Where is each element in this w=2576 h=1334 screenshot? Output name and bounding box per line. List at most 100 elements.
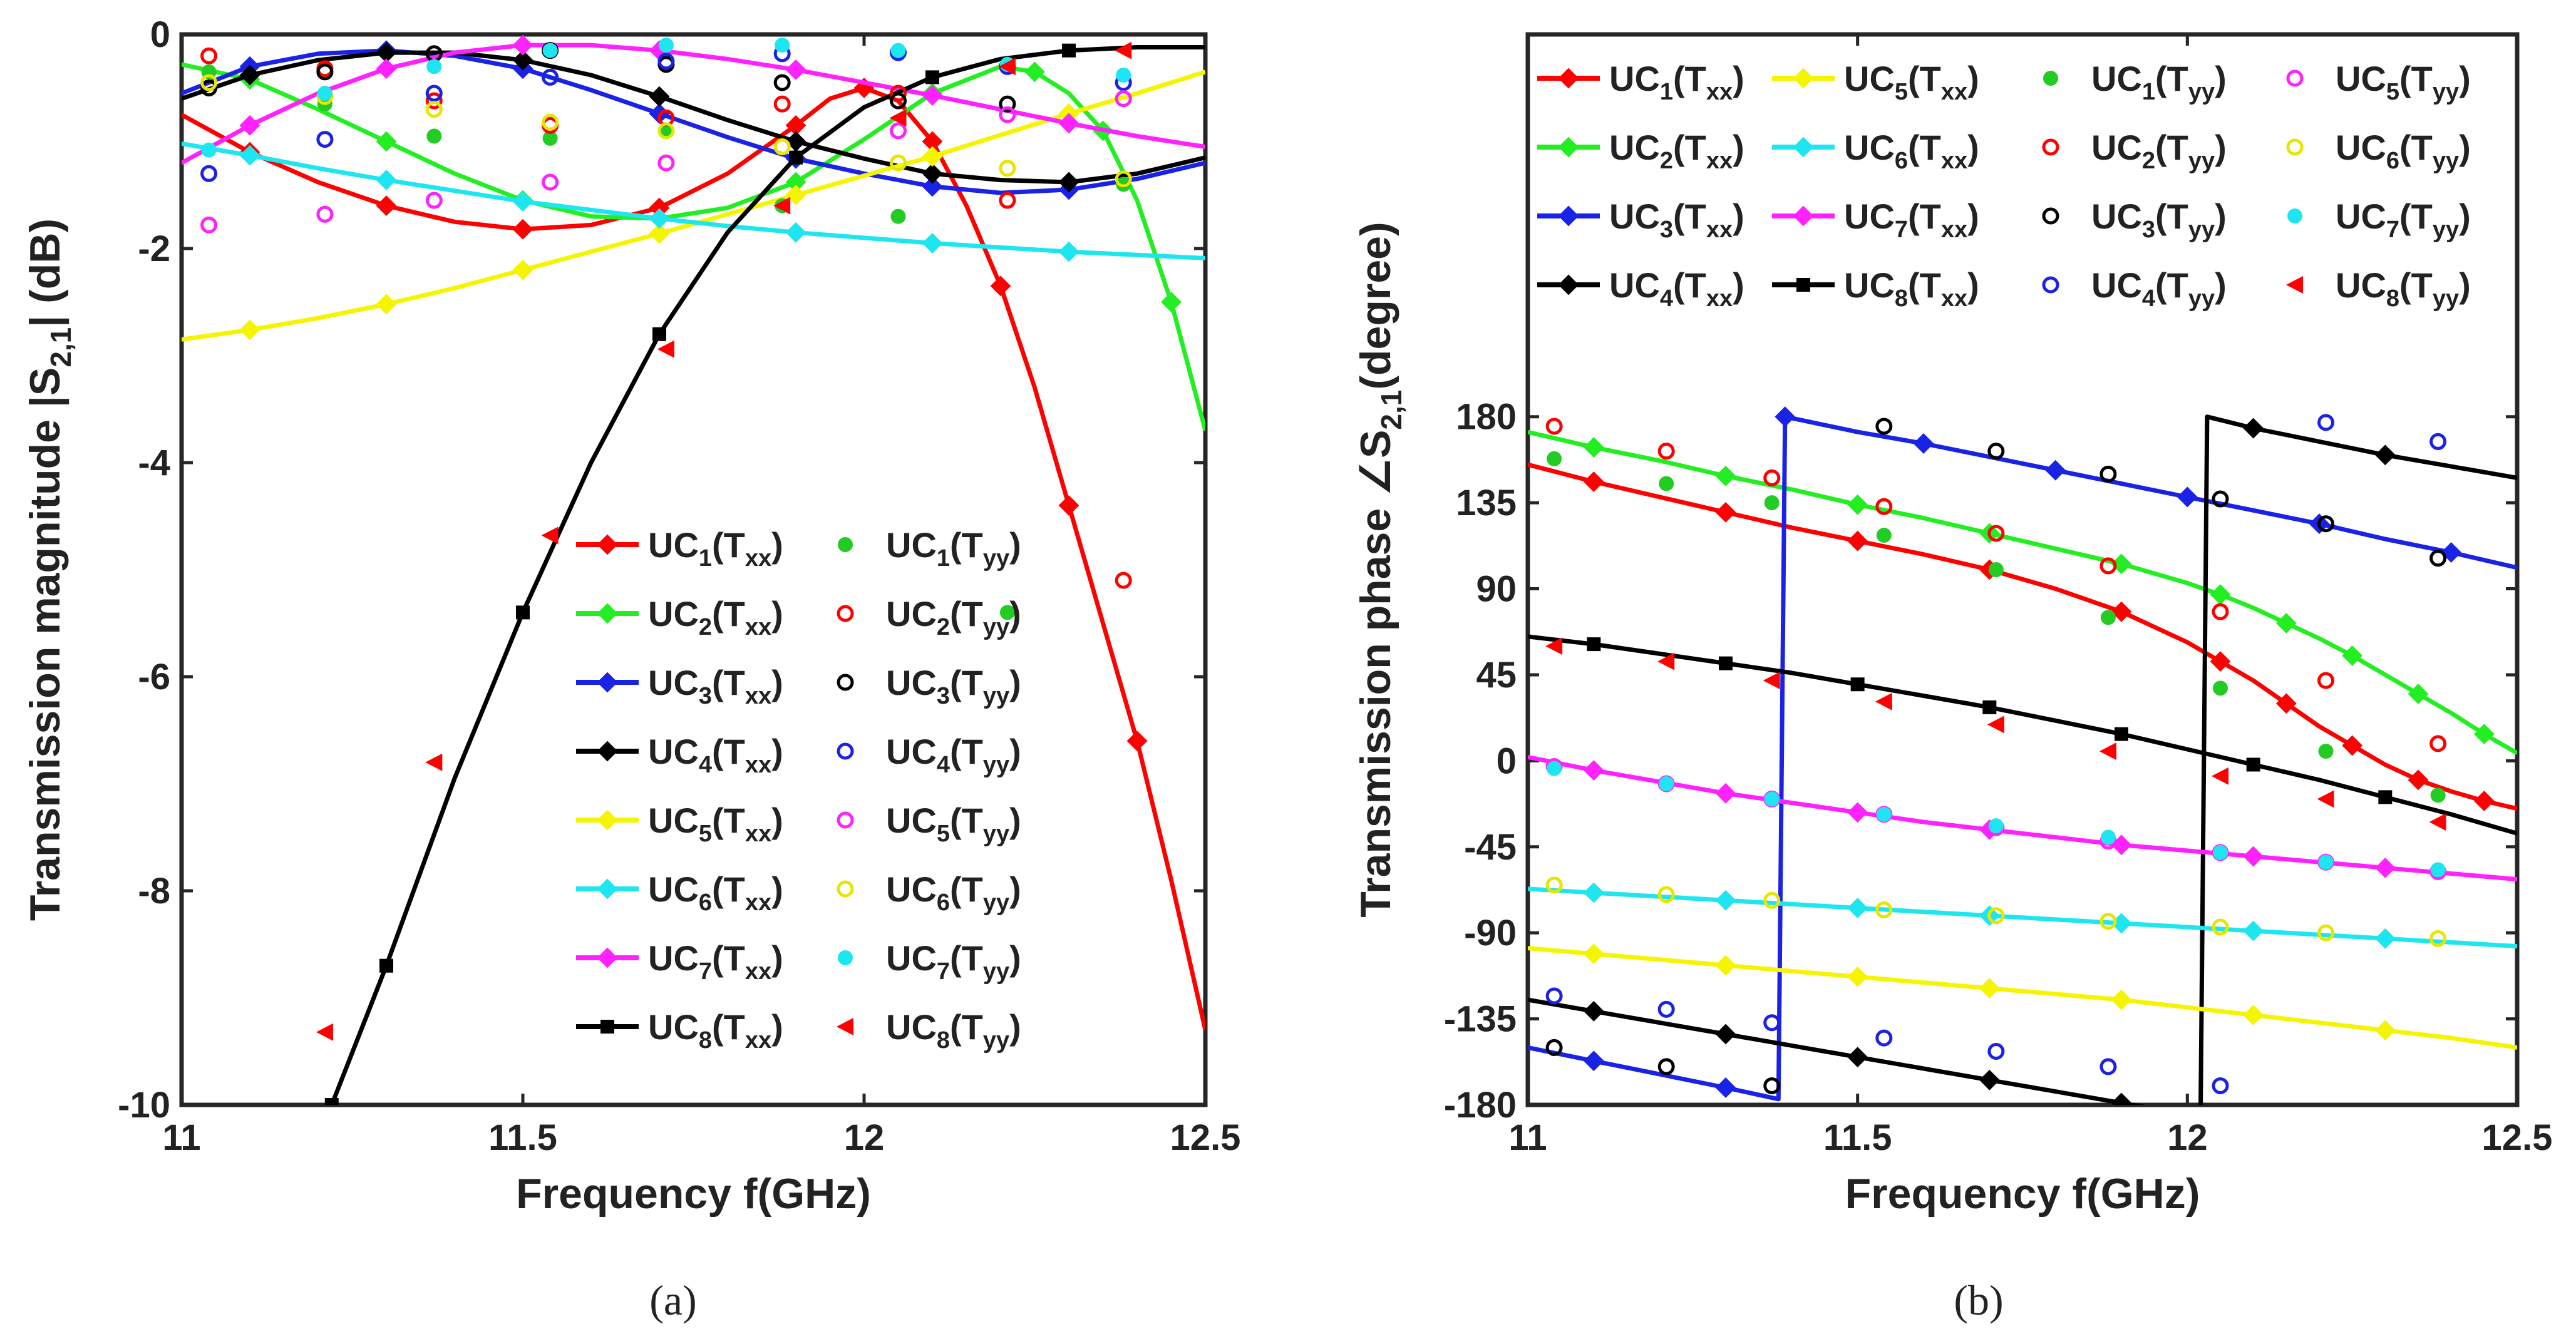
panel-a-series-uc8-tyy-point-5: [889, 109, 907, 127]
panel-a-series-uc6-txx-point-5: [512, 191, 533, 212]
panel-b-series-uc8-tyy-point-7: [2317, 790, 2334, 808]
panel-a-legend-uc8tyy-marker: [837, 1018, 853, 1035]
panel-a-series-uc4-tyy-point-2: [425, 85, 443, 102]
panel-b-series-uc7-txx-point-11: [2243, 846, 2264, 867]
panel-b-series-uc1-txx-line: [1528, 462, 2517, 811]
panel-b-series-uc3-tyy-point-4: [1987, 443, 2005, 460]
panel-b-series-uc1-tyy-point-5: [2100, 610, 2116, 625]
panel-b-legend-uc7txx-marker: [1793, 205, 1814, 227]
panel-b-legend-uc6txx-text: UC6(Txx): [1844, 128, 1979, 174]
panel-b-legend-uc6tyy-marker: [2286, 138, 2304, 156]
panel-b-series-uc6-tyy-point-5: [2099, 913, 2117, 930]
panel-a-series-uc6-tyy-point-8: [1115, 170, 1132, 188]
panel-a-series-uc8-txx-point-11: [1062, 43, 1076, 58]
panel-b-series-uc1-txx-point-3: [1715, 501, 1736, 523]
panel-a-series-uc1-tyy-point-4: [658, 123, 674, 138]
panel-b-legend-uc3txx-marker: [1558, 205, 1579, 227]
panel-b-series-uc3-tyy-point-1: [1657, 1058, 1675, 1075]
panel-b-ytick-label-5: 45: [1476, 655, 1517, 695]
panel-a-series-uc5-tyy-point-7: [999, 106, 1016, 123]
panel-a-series-uc8-tyy: [316, 41, 1132, 1041]
panel-a-ytick-label-2: -6: [138, 657, 170, 697]
panel-a-series-uc2-txx-point-17: [1161, 292, 1182, 312]
panel-a-series-uc2-tyy-point-7: [999, 192, 1016, 209]
panel-b-series-uc4-txx-point-13: [2243, 418, 2264, 439]
panel-b-legend-uc1txx-text: UC1(Txx): [1609, 59, 1744, 105]
panel-b-series-uc7-tyy-point-3: [1876, 806, 1892, 822]
panel-a-legend-uc2tyy-marker: [837, 605, 854, 622]
panel-a-series-uc8-txx: [324, 43, 1205, 1105]
panel-b-legend-uc5tyy-text: UC5(Tyy): [2336, 59, 2471, 105]
panel-b-series-uc6-txx-point-13: [2374, 928, 2396, 949]
panel-b-series-uc3-txx-point-1: [1583, 1050, 1604, 1072]
panel-a-legend-uc1tyy-text: UC1(Tyy): [886, 525, 1021, 572]
panel-a-legend-uc3tyy-marker: [837, 674, 854, 691]
panel-a-series-uc7-txx-line: [182, 43, 1205, 165]
panel-b-series-uc3-txx-point-3: [1715, 1077, 1736, 1098]
panel-a-series-uc8-tyy-point-6: [998, 58, 1016, 76]
panel-b-series-uc1-txx-point-17: [2408, 769, 2429, 791]
panel-b-transmission-phase-chart: 11 11.5 12 12.5 -180 -135 -90 -45 0 45 90 135 180 Fre…: [1352, 32, 2553, 1218]
panel-a-series-uc6-txx-point-1: [239, 145, 260, 166]
panel-a-legend-uc5txx-marker: [597, 809, 618, 831]
panel-b-series-uc1-txx-point-1: [1583, 471, 1604, 492]
panel-a-series-uc8-txx-point-3: [516, 605, 530, 620]
panel-b-series-uc2-txx-point-15: [2342, 645, 2363, 666]
panel-b-axes: 11 11.5 12 12.5 -180 -135 -90 -45 0 45 90 135 180 Fre…: [1352, 32, 2553, 1218]
panel-a-series-uc8-tyy-point-2: [541, 526, 559, 545]
panel-b-series-uc3-tyy-point-3: [1875, 418, 1893, 435]
panel-a-series-uc8-txx-point-1: [379, 958, 393, 973]
panel-b-series-uc4-tyy-point-8: [2429, 433, 2447, 450]
panel-b-series-uc4-tyy-point-5: [2099, 1058, 2117, 1075]
panel-b-series-uc5-txx-point-9: [2111, 989, 2132, 1010]
panel-b-series-uc4-txx-point-5: [1847, 1047, 1868, 1068]
panel-b-series-uc8-txx-point-3: [1719, 656, 1733, 670]
panel-a-series-uc7-txx-point-5: [512, 34, 533, 56]
panel-b-legend-uc2tyy-text: UC2(Tyy): [2091, 128, 2227, 174]
panel-a-series-uc6-txx-point-13: [1058, 241, 1079, 262]
panel-b-series-uc2-txx-point-13: [2275, 613, 2297, 634]
panel-b-series-uc6-txx-point-11: [2243, 920, 2264, 941]
panel-b-series-uc2-txx: [1528, 429, 2517, 756]
panel-a-ytick-label-0: -10: [118, 1085, 170, 1126]
panel-a-series-uc2-txx-point-13: [1024, 61, 1045, 83]
panel-b-xtick-label-2: 12: [2167, 1117, 2208, 1158]
panel-b-series-uc4-tyy-point-2: [1763, 1014, 1781, 1032]
panel-b-series-uc4-txx-point-15: [2374, 444, 2396, 466]
panel-b-series-uc3-tyy-point-6: [2212, 490, 2229, 508]
panel-a-series-uc8-tyy-point-3: [657, 340, 674, 358]
panel-b-series-uc2-tyy-point-6: [2212, 603, 2229, 620]
panel-a-legend-uc8txx-text: UC8(Txx): [648, 1007, 783, 1054]
panel-a-series-uc2-tyy-point-8: [1115, 572, 1132, 589]
panel-b-series-uc5-txx-point-3: [1715, 955, 1736, 976]
panel-b-series-uc8-tyy-point-2: [1763, 672, 1780, 690]
panel-b-series-uc7-tyy-point-2: [1764, 791, 1780, 807]
panel-b-series-uc4-txx-point-3: [1715, 1024, 1736, 1045]
panel-b-series-uc6-txx-point-3: [1715, 890, 1736, 911]
panel-a-series-uc1-txx-point-17: [1058, 495, 1079, 516]
panel-a-series-uc3-txx-point-11: [922, 176, 943, 197]
panel-b-series-uc2-tyy-point-2: [1763, 469, 1781, 486]
panel-a-series-uc2-tyy-point-6: [890, 85, 907, 102]
panel-a-series-uc3-tyy-point-0: [200, 80, 218, 96]
panel-b-ytick-label-6: 90: [1476, 569, 1517, 610]
panel-a-legend-uc6txx-marker: [597, 878, 618, 900]
panel-a-xlabel: Frequency f(GHz): [516, 1170, 871, 1218]
panel-b-legend-uc1txx-marker: [1558, 68, 1579, 89]
panel-b-series-uc4-txx-point-1: [1583, 1000, 1604, 1022]
panel-a-series-uc4-txx: [182, 42, 1205, 193]
panel-a-legend-uc3txx-text: UC3(Txx): [648, 663, 783, 709]
panel-b-xtick-label-3: 12.5: [2482, 1117, 2553, 1158]
panel-a-legend-uc7tyy-marker: [838, 950, 853, 965]
panel-b-legend-uc6tyy-text: UC6(Tyy): [2336, 128, 2471, 174]
panel-b-series-uc5-txx-line: [1528, 946, 2517, 1050]
panel-b-xtick-label-1: 11.5: [1823, 1117, 1892, 1158]
panel-b-legend-uc4txx-marker: [1558, 274, 1579, 295]
panel-b-series-uc8-txx-point-7: [1982, 700, 1997, 714]
panel-b-series-uc3-txx-point-5: [1775, 406, 1796, 428]
panel-a-series-uc2-txx-point-3: [376, 131, 397, 152]
panel-a-series-uc6-tyy-point-5: [773, 138, 791, 156]
panel-b-series-uc7-tyy-point-1: [1659, 776, 1674, 791]
panel-a-series-uc5-txx-point-7: [649, 223, 670, 244]
